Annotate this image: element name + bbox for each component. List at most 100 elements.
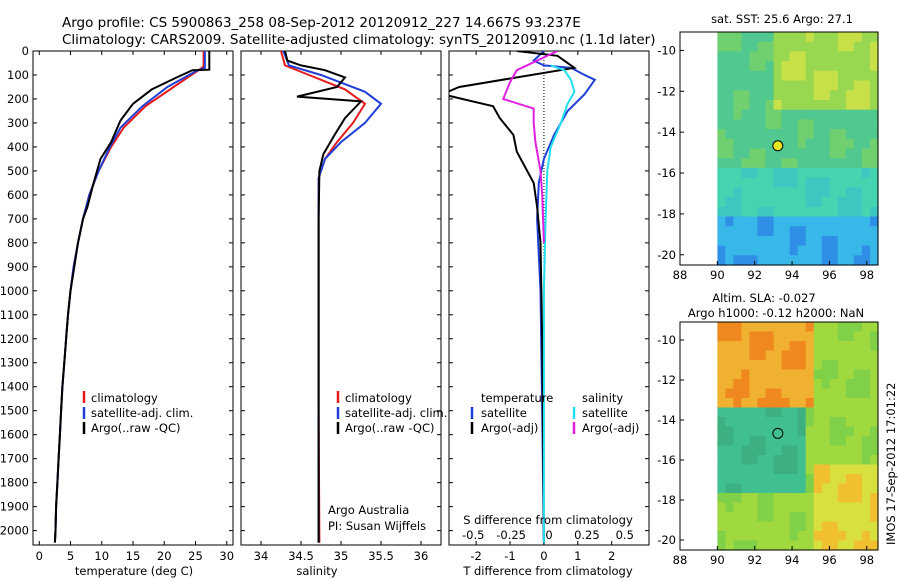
map-cell (805, 426, 815, 437)
map-cell (749, 70, 759, 82)
map-cell (725, 369, 734, 380)
map-cell (773, 379, 783, 390)
map-cell (797, 158, 807, 169)
map-cell (717, 226, 726, 237)
map-cell (870, 540, 879, 551)
map-cell (765, 32, 775, 43)
map-cell (749, 445, 759, 456)
map-cell (725, 197, 734, 208)
map-cell (870, 455, 879, 466)
map-cell (853, 100, 863, 111)
map-cell (765, 531, 775, 542)
map-cell (853, 436, 863, 447)
map-cell (813, 407, 823, 418)
map-cell (717, 109, 726, 120)
y-tick-label: 100 (7, 68, 29, 82)
map-cell (741, 158, 751, 169)
map-cell (821, 255, 831, 266)
map-cell (837, 388, 847, 399)
map-cell (821, 51, 831, 62)
map-cell (829, 197, 839, 208)
map-cell (805, 187, 815, 198)
map-cell (829, 167, 839, 179)
map-cell (781, 379, 791, 390)
map-cell (765, 388, 775, 399)
sst-map: 88 90 92 94 96 98 -10 -12 -14 -16 -18 -20 (657, 31, 879, 282)
map-cell (870, 369, 879, 380)
map-cell (813, 426, 823, 437)
map-cell (733, 245, 742, 256)
plot-frame (240, 50, 442, 546)
map-cell (853, 464, 863, 475)
map-x-tick-label: 96 (822, 268, 837, 282)
map-cell (717, 100, 726, 111)
map-cell (749, 464, 759, 475)
map-cell (773, 109, 783, 120)
map-cell (733, 167, 742, 179)
map-cell (813, 512, 823, 523)
map-cell (717, 369, 726, 380)
map-cell (845, 51, 855, 62)
map-cell (741, 512, 751, 523)
map-cell (805, 167, 815, 179)
y-tick-label: 600 (7, 188, 29, 202)
map-cell (829, 245, 839, 256)
map-cell (821, 226, 831, 237)
map-cell (789, 100, 799, 111)
map-cell (813, 464, 823, 475)
map-cell (797, 226, 807, 237)
map-cell (845, 197, 855, 208)
map-cell (749, 80, 759, 91)
map-cell (845, 80, 855, 91)
map-cell (781, 322, 791, 333)
map-cell (829, 90, 839, 101)
map-cell (829, 148, 839, 159)
map-cell (805, 90, 815, 101)
map-cell (741, 331, 751, 342)
map-cell (797, 341, 807, 352)
map-cell (813, 90, 823, 101)
map-cell (725, 521, 734, 532)
map-cell (733, 531, 742, 542)
map-cell (773, 493, 783, 504)
map-cell (870, 100, 879, 111)
y-tick-label: 200 (7, 92, 29, 106)
map-cell (733, 331, 742, 342)
map-cell (805, 512, 815, 523)
map-cell (757, 226, 767, 237)
map-cell (797, 197, 807, 208)
map-cell (797, 80, 807, 91)
map-x-tick-label: 88 (673, 553, 688, 567)
map-cell (870, 216, 879, 227)
map-cell (749, 388, 759, 399)
map-cell (845, 502, 855, 513)
map-cell (733, 158, 742, 169)
map-cell (749, 158, 759, 169)
map-cell (789, 322, 799, 333)
map-cell (781, 61, 791, 72)
map-cell (845, 512, 855, 523)
map-cell (765, 80, 775, 91)
map-cell (781, 255, 791, 266)
map-x-tick-label: 90 (710, 553, 725, 567)
series-line-argo-raw-qc- (53, 51, 211, 543)
map-cell (861, 197, 871, 208)
map-y-tick-label: -10 (657, 333, 676, 347)
map-cell (789, 32, 799, 43)
map-cell (733, 129, 742, 140)
map-cell (765, 235, 775, 247)
map-cell (789, 177, 799, 188)
map-cell (813, 100, 823, 111)
map-cell (861, 445, 871, 456)
map-cell (797, 206, 807, 218)
map-cell (725, 177, 734, 188)
map-cell (797, 426, 807, 437)
map-cell (813, 255, 823, 266)
map-cell (773, 388, 783, 399)
temperature-legend: climatology satellite-adj. clim. Argo(..… (82, 391, 193, 435)
map-cell (861, 350, 871, 361)
map-cell (837, 540, 847, 551)
map-cell (837, 426, 847, 437)
map-cell (741, 350, 751, 361)
map-cell (821, 350, 831, 361)
